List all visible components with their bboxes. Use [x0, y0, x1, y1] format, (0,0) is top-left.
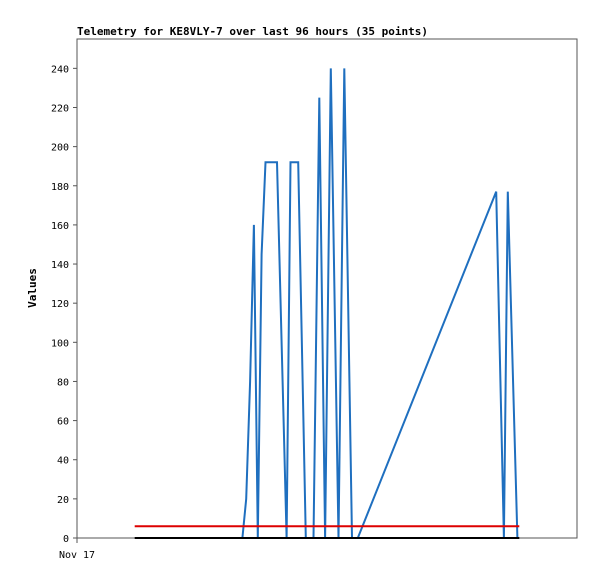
y-tick-label: 100 — [51, 338, 69, 349]
y-tick-label: 200 — [51, 143, 69, 154]
series-line-0 — [241, 68, 519, 539]
y-tick-label: 180 — [51, 182, 69, 193]
y-axis: 0 20 40 60 80 100 120 140 160 180 200 220 240 — [51, 64, 77, 545]
series-layer — [134, 68, 520, 539]
y-tick-label: 40 — [57, 456, 69, 467]
y-tick-label: 120 — [51, 299, 69, 310]
y-tick-label: 80 — [57, 377, 69, 388]
y-tick-label: 160 — [51, 221, 69, 232]
x-tick-label: Nov 17 — [59, 550, 95, 561]
x-axis: Nov 17 — [59, 538, 95, 561]
y-tick-label: 240 — [51, 64, 69, 75]
y-axis-title: Values — [26, 268, 39, 308]
y-tick-label: 20 — [57, 495, 69, 506]
y-tick-label: 0 — [63, 534, 69, 545]
y-tick-label: 140 — [51, 260, 69, 271]
y-tick-label: 60 — [57, 417, 69, 428]
chart-title: Telemetry for KE8VLY-7 over last 96 hour… — [77, 25, 428, 38]
y-tick-label: 220 — [51, 103, 69, 114]
